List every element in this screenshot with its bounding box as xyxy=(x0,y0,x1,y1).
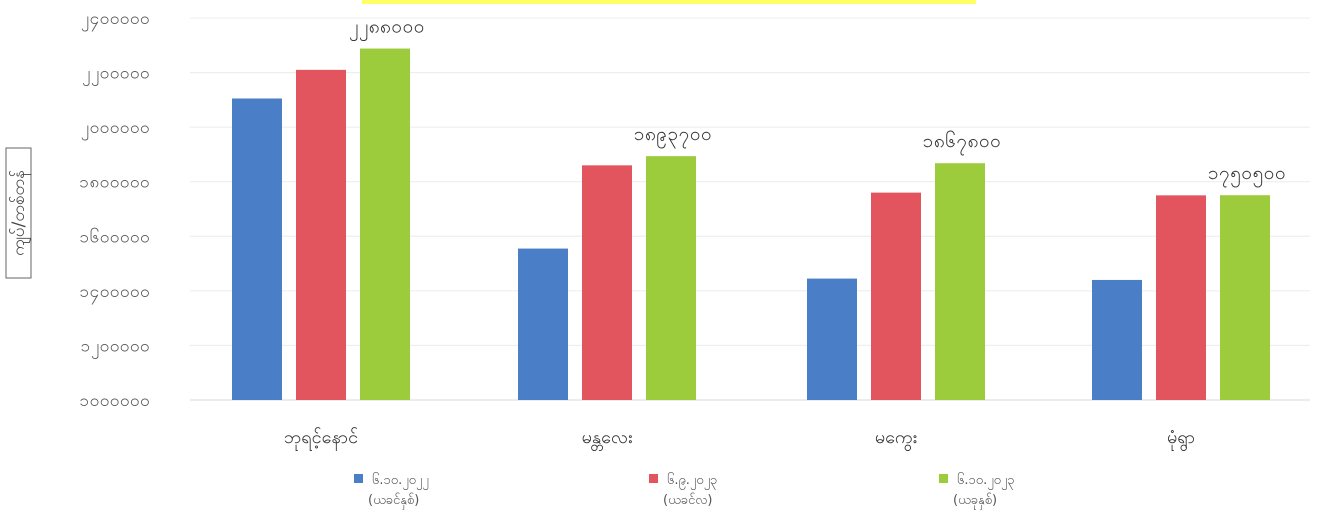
legend-sublabel: (ယခုနှစ်) xyxy=(953,492,997,510)
data-label: ၁၈၆၇၈၀၀ xyxy=(923,129,1002,156)
y-tick-label: ၁၀၀၀၀၀၀ xyxy=(80,391,150,411)
bar xyxy=(360,48,410,401)
category-labels: ဘုရင့်နောင် မန္တလေး မကွေး မုံရွာ xyxy=(284,427,1195,451)
bar xyxy=(1156,195,1206,400)
bar xyxy=(871,192,921,400)
bar xyxy=(518,248,568,400)
legend-sublabel: (ယခင်နှစ်) xyxy=(368,492,419,510)
category-label: ဘုရင့်နောင် xyxy=(284,427,358,451)
category-label: မကွေး xyxy=(875,427,917,451)
bar xyxy=(1092,279,1142,400)
bar xyxy=(582,165,632,400)
y-tick-label: ၁၆၀၀၀၀၀ xyxy=(80,226,150,247)
data-label: ၁၈၉၃၇၀၀ xyxy=(634,123,712,149)
category-label: မန္တလေး xyxy=(582,427,633,451)
chart-title-highlight xyxy=(362,0,976,4)
bar xyxy=(1220,195,1270,400)
data-label: ၁၇၅၀၅၀၀ xyxy=(1208,162,1286,188)
data-label: ၂၂၈၈၀၀၀ xyxy=(349,16,425,42)
y-axis-title-box xyxy=(5,147,32,279)
legend-swatch xyxy=(649,474,658,483)
bar xyxy=(807,278,857,400)
y-tick-label: ၁၂၀၀၀၀၀ xyxy=(81,336,150,359)
legend: ၆.၁၀.၂၀၂၂ (ယခင်နှစ်) ၆.၉.၂၀၂၃ (ယခင်လ) ၆.၁၀.၂… xyxy=(354,472,1015,510)
y-tick-labels: ၁၀၀၀၀၀၀ ၁၂၀၀၀၀၀ ၁၄၀၀၀၀၀ ၁၆၀၀၀၀၀ ၁၈၀၀၀၀၀ ၂၀၀၀၀… xyxy=(79,9,150,411)
legend-label: ၆.၁၀.၂၀၂၃ xyxy=(957,472,1015,490)
y-tick-label: ၂၀၀၀၀၀၀ xyxy=(81,118,150,141)
legend-label: ၆.၁၀.၂၀၂၂ xyxy=(372,472,429,490)
y-axis-title: ကျပ်/တစ်တန် xyxy=(5,147,32,279)
bar xyxy=(646,156,696,400)
bar xyxy=(296,69,346,400)
y-tick-label: ၂၂၀၀၀၀၀ xyxy=(82,64,150,87)
y-tick-label: ၂၄၀၀၀၀၀ xyxy=(81,9,150,32)
bars xyxy=(232,48,1270,401)
category-label: မုံရွာ xyxy=(1167,427,1195,451)
y-tick-label: ၁၄၀၀၀၀၀ xyxy=(80,282,150,305)
legend-label: ၆.၉.၂၀၂၃ xyxy=(667,472,717,490)
legend-swatch xyxy=(939,474,948,483)
legend-sublabel: (ယခင်လ) xyxy=(663,492,712,508)
y-axis-title-text: ကျပ်/တစ်တန် xyxy=(8,170,32,256)
legend-swatch xyxy=(354,474,363,483)
y-tick-label: ၁၈၀၀၀၀၀ xyxy=(79,173,150,193)
bar xyxy=(935,163,985,400)
bar xyxy=(232,98,282,400)
